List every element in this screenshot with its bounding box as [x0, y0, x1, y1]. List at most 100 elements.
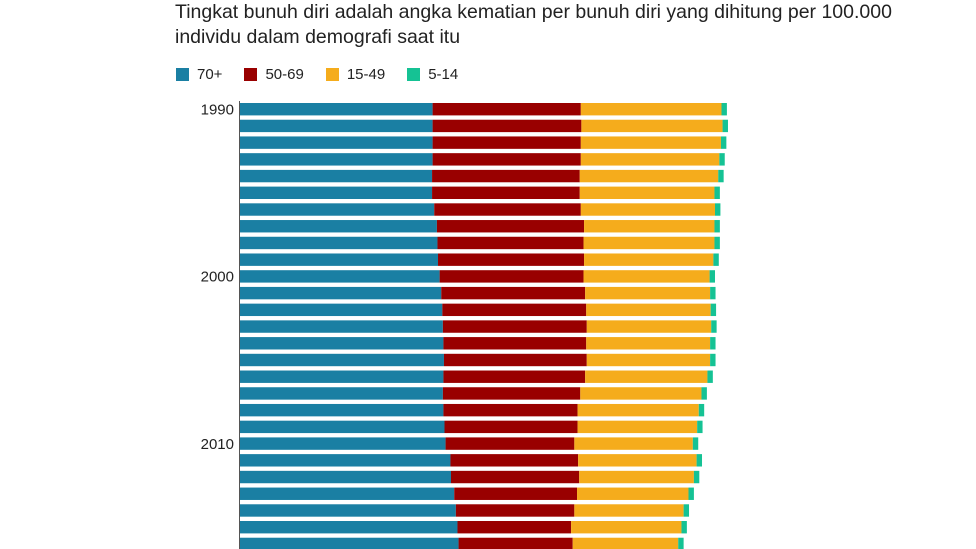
bar-2001-5-14 — [710, 286, 716, 300]
y-tick-label-2000: 2000 — [201, 269, 234, 286]
legend-item-15-49: 15-49 — [325, 66, 385, 83]
bar-2016-70-plus — [240, 537, 459, 549]
bar-2010-70-plus — [240, 437, 446, 450]
bar-2008-70-plus — [240, 403, 444, 417]
legend-swatch-50-69 — [244, 67, 258, 81]
bar-1993-15-49 — [580, 153, 720, 166]
bar-2005-70-plus — [240, 353, 444, 367]
legend-label-5-14: 5-14 — [428, 65, 459, 83]
bar-2008-15-49 — [577, 403, 699, 417]
bar-1995-15-49 — [579, 186, 715, 199]
bar-1991-15-49 — [581, 119, 723, 133]
bar-2006-70-plus — [240, 370, 444, 383]
bar-2004-15-49 — [586, 337, 711, 350]
bar-2003-50-69 — [442, 320, 587, 333]
bar-2009-70-plus — [240, 420, 445, 434]
bar-2014-5-14 — [683, 504, 690, 517]
bar-1999-15-49 — [584, 253, 714, 266]
bar-1997-70-plus — [240, 220, 437, 233]
bar-2006-50-69 — [443, 370, 586, 383]
bar-2013-50-69 — [454, 487, 578, 500]
bar-1996-50-69 — [434, 203, 581, 216]
bar-1995-5-14 — [714, 186, 720, 199]
bar-1996-15-49 — [580, 203, 715, 216]
bar-1994-50-69 — [432, 169, 580, 183]
bar-2015-50-69 — [457, 521, 572, 534]
bar-1995-50-69 — [432, 186, 580, 199]
bar-1992-15-49 — [580, 136, 721, 149]
bar-2015-15-49 — [571, 521, 682, 534]
bar-2010-15-49 — [574, 437, 693, 450]
bar-1993-5-14 — [719, 153, 725, 166]
bar-1993-50-69 — [432, 153, 581, 166]
bar-1991-70-plus — [240, 119, 433, 133]
bar-2008-5-14 — [698, 403, 705, 417]
bar-2012-5-14 — [693, 470, 700, 484]
bar-1994-5-14 — [718, 169, 724, 183]
bar-1998-5-14 — [714, 236, 720, 250]
legend-item-50-69: 50-69 — [244, 65, 304, 83]
bar-2013-5-14 — [688, 487, 694, 500]
bar-2000-15-49 — [583, 270, 710, 283]
bar-2015-5-14 — [681, 521, 687, 534]
bar-1992-70-plus — [240, 136, 433, 149]
bar-1997-5-14 — [714, 220, 720, 233]
bar-2000-70-plus — [240, 270, 440, 283]
bar-1994-70-plus — [240, 169, 433, 183]
legend-swatch-5-14 — [407, 67, 421, 81]
bar-2001-50-69 — [441, 286, 586, 300]
bar-1990-50-69 — [432, 103, 581, 116]
bar-2011-15-49 — [578, 454, 697, 467]
bar-1990-15-49 — [580, 103, 722, 116]
bar-1999-70-plus — [240, 253, 439, 266]
bar-2001-15-49 — [585, 286, 711, 300]
bar-1991-5-14 — [722, 119, 728, 133]
legend-item-70-plus: 70+ — [176, 66, 222, 83]
bar-1997-15-49 — [584, 220, 715, 233]
bar-2011-50-69 — [450, 454, 579, 467]
bar-2011-5-14 — [696, 454, 703, 467]
bar-1996-5-14 — [715, 203, 721, 216]
bar-2002-15-49 — [586, 303, 711, 317]
bar-2009-15-49 — [577, 420, 698, 434]
bar-2009-5-14 — [697, 420, 703, 434]
bar-2015-70-plus — [240, 521, 458, 534]
bar-1990-70-plus — [240, 103, 433, 116]
bar-2003-5-14 — [711, 320, 717, 333]
bar-1999-50-69 — [438, 253, 585, 266]
bar-2006-15-49 — [585, 370, 708, 383]
bar-2004-5-14 — [710, 337, 716, 350]
bar-2002-50-69 — [442, 303, 587, 317]
bar-2014-15-49 — [574, 504, 684, 517]
bar-2012-50-69 — [450, 470, 580, 484]
bar-2005-5-14 — [710, 353, 716, 367]
legend-swatch-15-49 — [325, 67, 339, 81]
bar-2002-5-14 — [710, 303, 717, 317]
bar-1998-50-69 — [437, 236, 584, 250]
bar-2007-70-plus — [240, 387, 443, 400]
bar-1993-70-plus — [240, 153, 433, 166]
bar-2016-50-69 — [458, 537, 573, 549]
bar-2010-5-14 — [692, 437, 699, 450]
bar-1998-15-49 — [583, 236, 715, 250]
bar-2004-70-plus — [240, 337, 444, 350]
bar-2013-15-49 — [577, 487, 689, 500]
bar-2005-15-49 — [586, 353, 711, 367]
bar-2006-5-14 — [707, 370, 713, 383]
legend: 70+ 50-69 15-49 5-14 — [176, 65, 480, 83]
legend-label-50-69: 50-69 — [265, 65, 304, 83]
bar-2000-50-69 — [439, 270, 584, 283]
bar-2007-50-69 — [442, 387, 581, 400]
bar-2010-50-69 — [445, 437, 575, 450]
bar-2004-50-69 — [443, 337, 587, 350]
bar-2012-15-49 — [579, 470, 694, 484]
bar-1992-50-69 — [432, 136, 581, 149]
bar-1991-50-69 — [432, 119, 582, 133]
bar-2005-50-69 — [443, 353, 587, 367]
bar-2016-15-49 — [572, 537, 679, 549]
y-tick-label-1990: 1990 — [201, 101, 234, 118]
bar-1998-70-plus — [240, 236, 438, 250]
bar-2014-50-69 — [455, 504, 575, 517]
bar-1990-5-14 — [721, 103, 727, 116]
bar-2001-70-plus — [240, 286, 442, 300]
